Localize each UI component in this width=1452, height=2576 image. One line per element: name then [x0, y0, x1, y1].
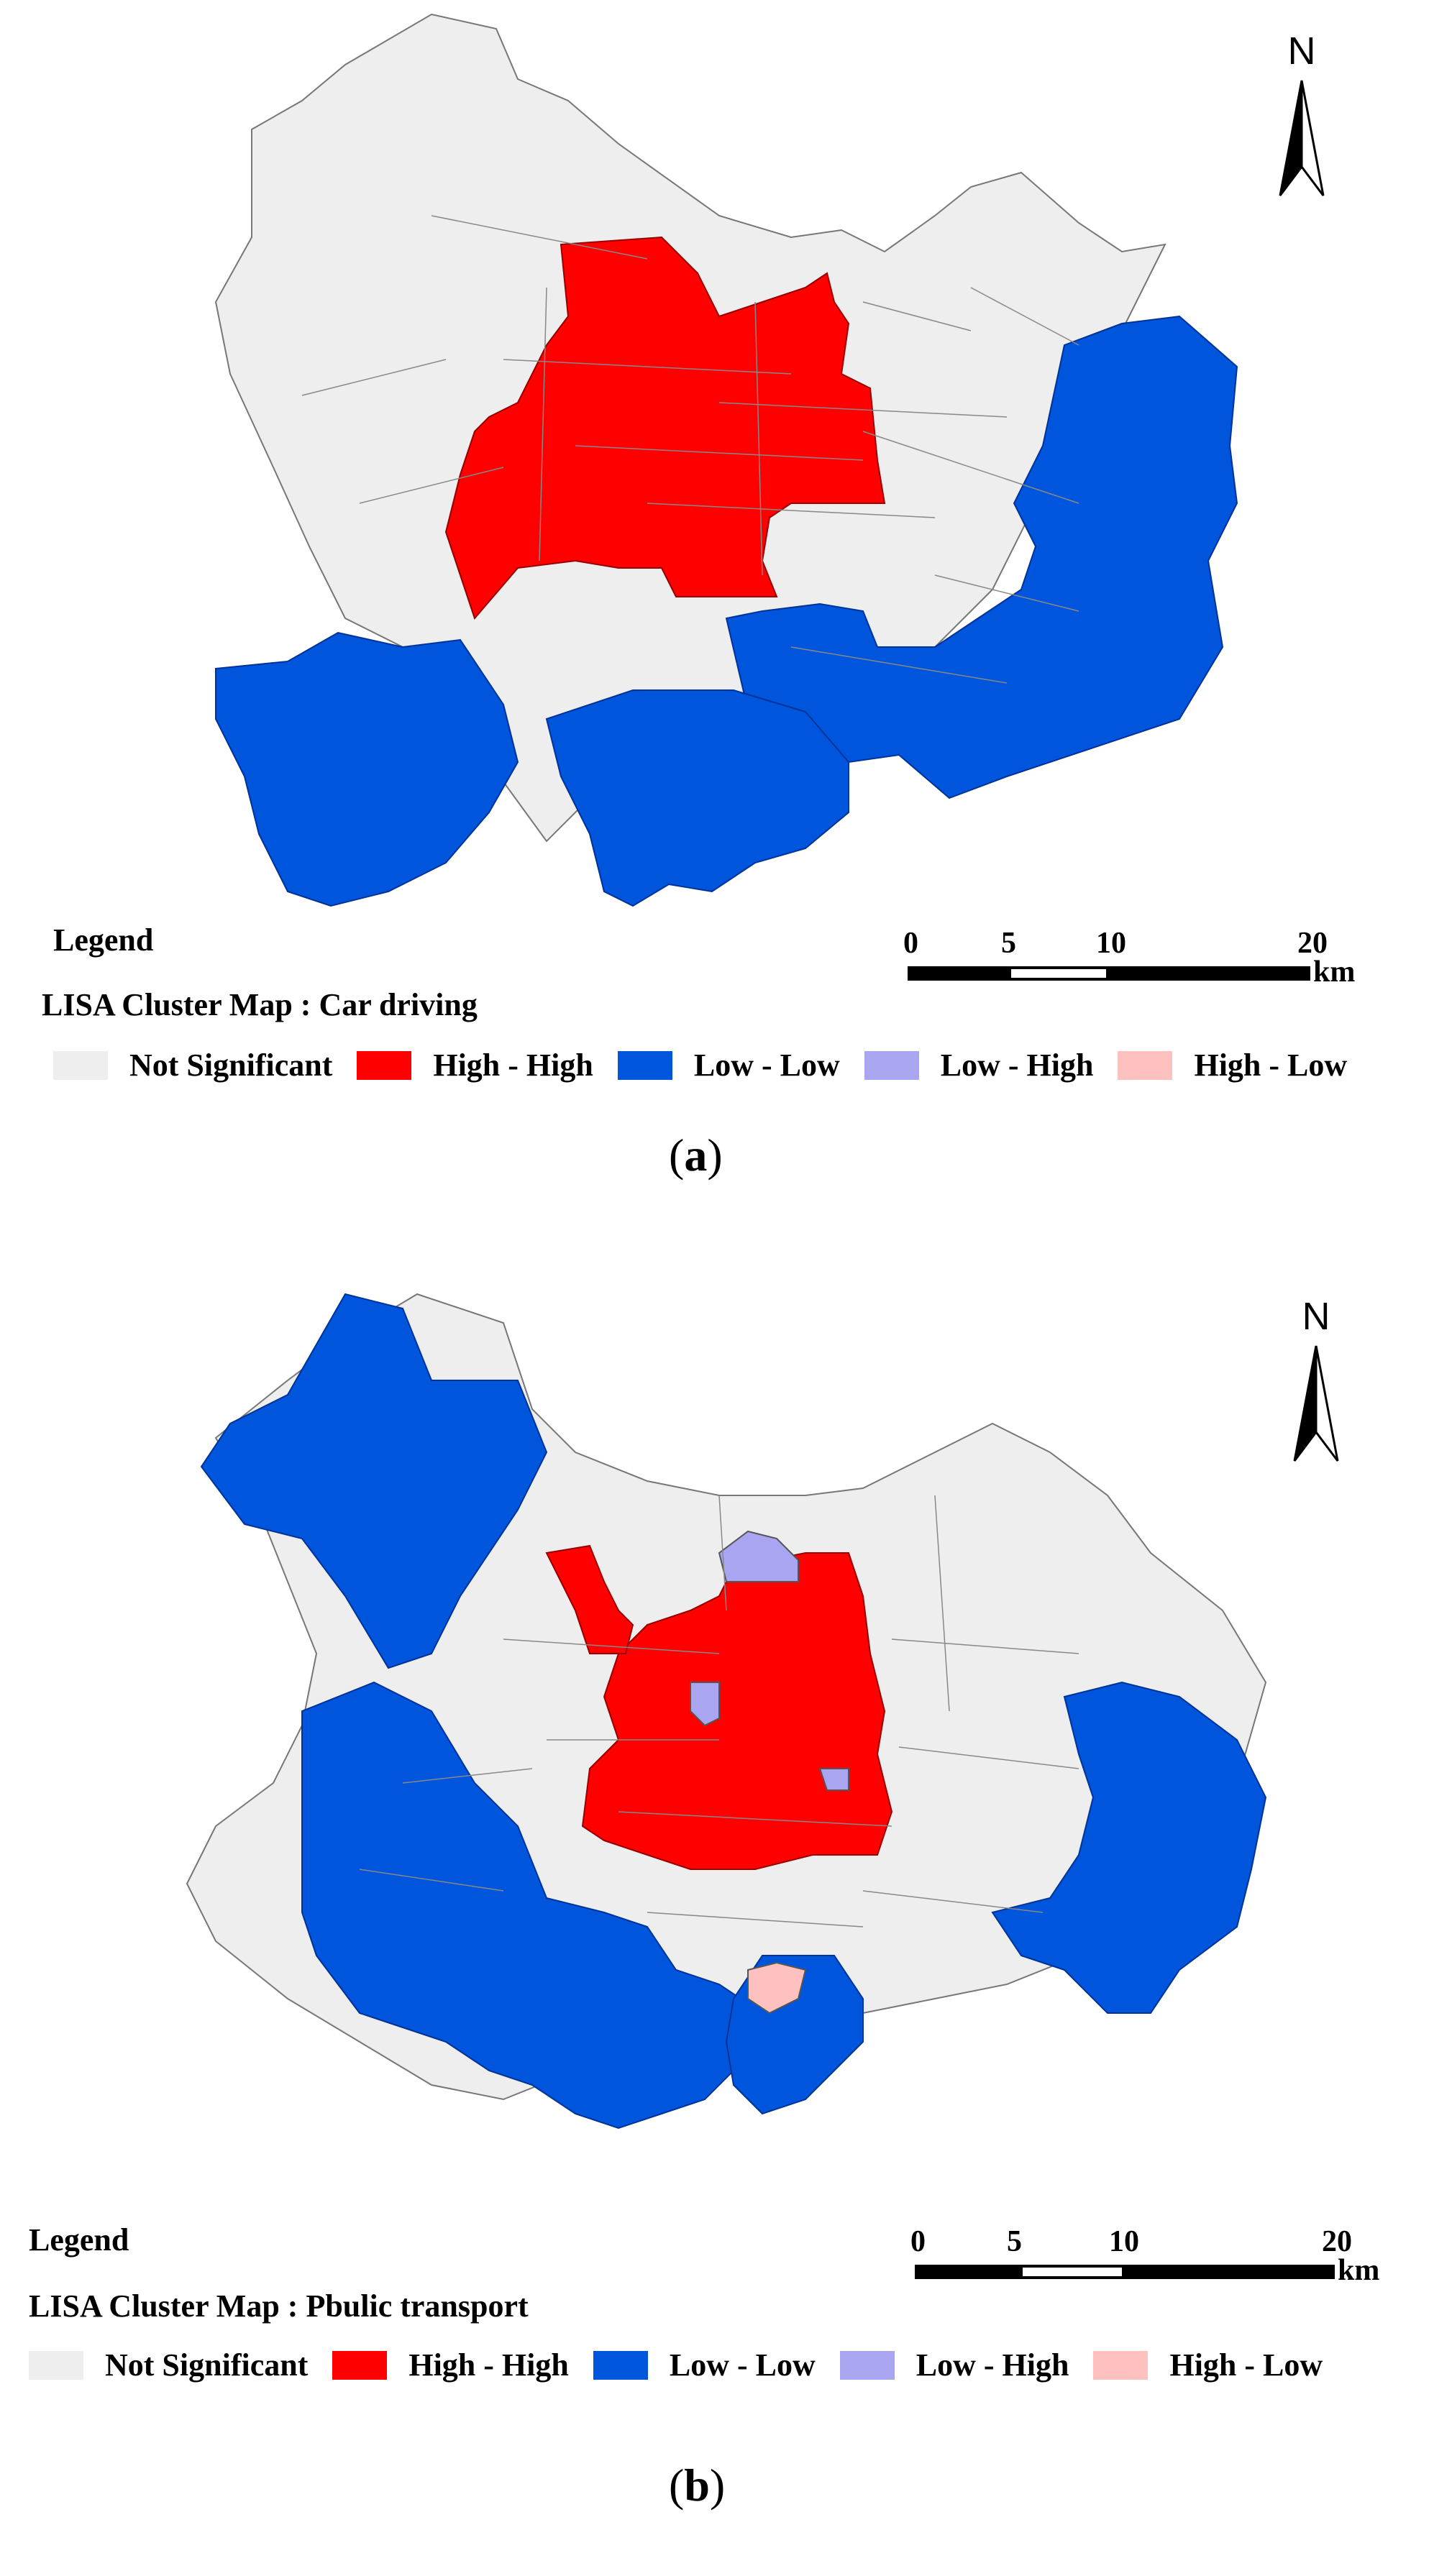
legend-item-not-significant: Not Significant [53, 1047, 332, 1083]
region-high-high-north [545, 1544, 634, 1654]
panel-label-b: (b) [669, 2460, 726, 2511]
scale-tick-10: 10 [1109, 2225, 1139, 2258]
scale-segment [908, 966, 1008, 981]
legend-label: Low - High [916, 2347, 1069, 2383]
scale-unit: km [1313, 955, 1356, 989]
legend-item-not-significant: Not Significant [29, 2347, 308, 2383]
district-lines [301, 215, 1079, 684]
legend-label: High - Low [1194, 1048, 1348, 1083]
scale-segment [1109, 966, 1310, 981]
north-label: N [1302, 1295, 1330, 1338]
north-arrow: N [1287, 1294, 1345, 1472]
swatch-low-low [593, 2350, 648, 2380]
scale-segment [915, 2265, 1020, 2279]
legend-label: Not Significant [105, 2347, 309, 2383]
scale-tick-5: 5 [1007, 2225, 1022, 2258]
legend-items: Not Significant High - High Low - Low Lo… [29, 2347, 1347, 2383]
legend-label: High - Low [1169, 2347, 1323, 2383]
legend-item-low-high: Low - High [839, 2347, 1069, 2383]
swatch-low-low [617, 1050, 672, 1080]
swatch-low-high [864, 1050, 919, 1080]
swatch-high-low [1118, 1050, 1173, 1080]
legend-item-high-low: High - Low [1118, 1047, 1347, 1083]
district-lines [359, 1495, 1079, 1928]
legend-item-high-high: High - High [357, 1047, 593, 1083]
scale-tick-5: 5 [1001, 927, 1016, 960]
region-low-low-northwest [200, 1293, 548, 1669]
lisa-map-public-transport [186, 1293, 1267, 2130]
legend-item-high-low: High - Low [1093, 2347, 1323, 2383]
legend-item-low-low: Low - Low [593, 2347, 816, 2383]
scale-unit: km [1338, 2254, 1380, 2287]
legend-item-low-high: Low - High [864, 1047, 1094, 1083]
legend-label: Low - Low [693, 1048, 840, 1083]
map-title: LISA Cluster Map : Pbulic transport [29, 2288, 529, 2324]
north-arrow-icon [1293, 1345, 1339, 1462]
region-low-high [718, 1530, 799, 1582]
legend-label: High - High [433, 1048, 593, 1083]
swatch-not-significant [53, 1050, 108, 1080]
legend-items: Not Significant High - High Low - Low Lo… [53, 1047, 1371, 1083]
scale-tick-20: 20 [1322, 2225, 1352, 2258]
legend-title: Legend [53, 922, 154, 958]
region-low-low-west [215, 631, 519, 907]
lisa-map-car-driving [214, 13, 1238, 907]
scale-bar: 0 5 10 20 km [910, 2224, 1400, 2296]
swatch-low-high [839, 2350, 895, 2380]
region-low-low-west [301, 1681, 764, 2130]
panel-car-driving: N Legend 0 5 10 20 km LISA Cluster Map :… [0, 0, 1452, 1237]
legend-title: Legend [29, 2222, 129, 2258]
north-label: N [1287, 29, 1316, 73]
region-high-low [747, 1961, 807, 2014]
panel-public-transport: N Legend 0 5 10 20 km LISA Cluster Map :… [0, 1280, 1452, 2574]
map-title: LISA Cluster Map : Car driving [42, 987, 478, 1022]
swatch-not-significant [29, 2350, 83, 2380]
swatch-high-high [357, 1050, 412, 1080]
legend-label: High - High [408, 2347, 569, 2383]
scale-tick-0: 0 [903, 927, 918, 960]
panel-label-a: (a) [669, 1129, 723, 1181]
scale-segment [1008, 966, 1109, 981]
scale-tick-20: 20 [1297, 927, 1328, 960]
scale-segment [1125, 2265, 1335, 2279]
legend-item-high-high: High - High [332, 2347, 569, 2383]
legend-label: Low - Low [669, 2347, 816, 2383]
legend-item-low-low: Low - Low [617, 1047, 840, 1083]
region-low-low-south [545, 689, 849, 907]
region-high-high [444, 236, 886, 620]
scale-bar: 0 5 10 20 km [903, 926, 1378, 998]
legend-label: Low - High [940, 1048, 1094, 1083]
scale-tick-10: 10 [1096, 927, 1126, 960]
north-arrow-icon [1279, 80, 1325, 196]
region-low-high [818, 1768, 849, 1791]
swatch-high-high [332, 2350, 388, 2380]
scale-segment [1020, 2265, 1125, 2279]
legend-label: Not Significant [129, 1048, 333, 1083]
region-low-low-east [991, 1681, 1267, 2014]
region-low-high [690, 1682, 720, 1727]
swatch-high-low [1093, 2350, 1149, 2380]
north-arrow: N [1273, 29, 1330, 206]
scale-tick-0: 0 [910, 2225, 926, 2258]
